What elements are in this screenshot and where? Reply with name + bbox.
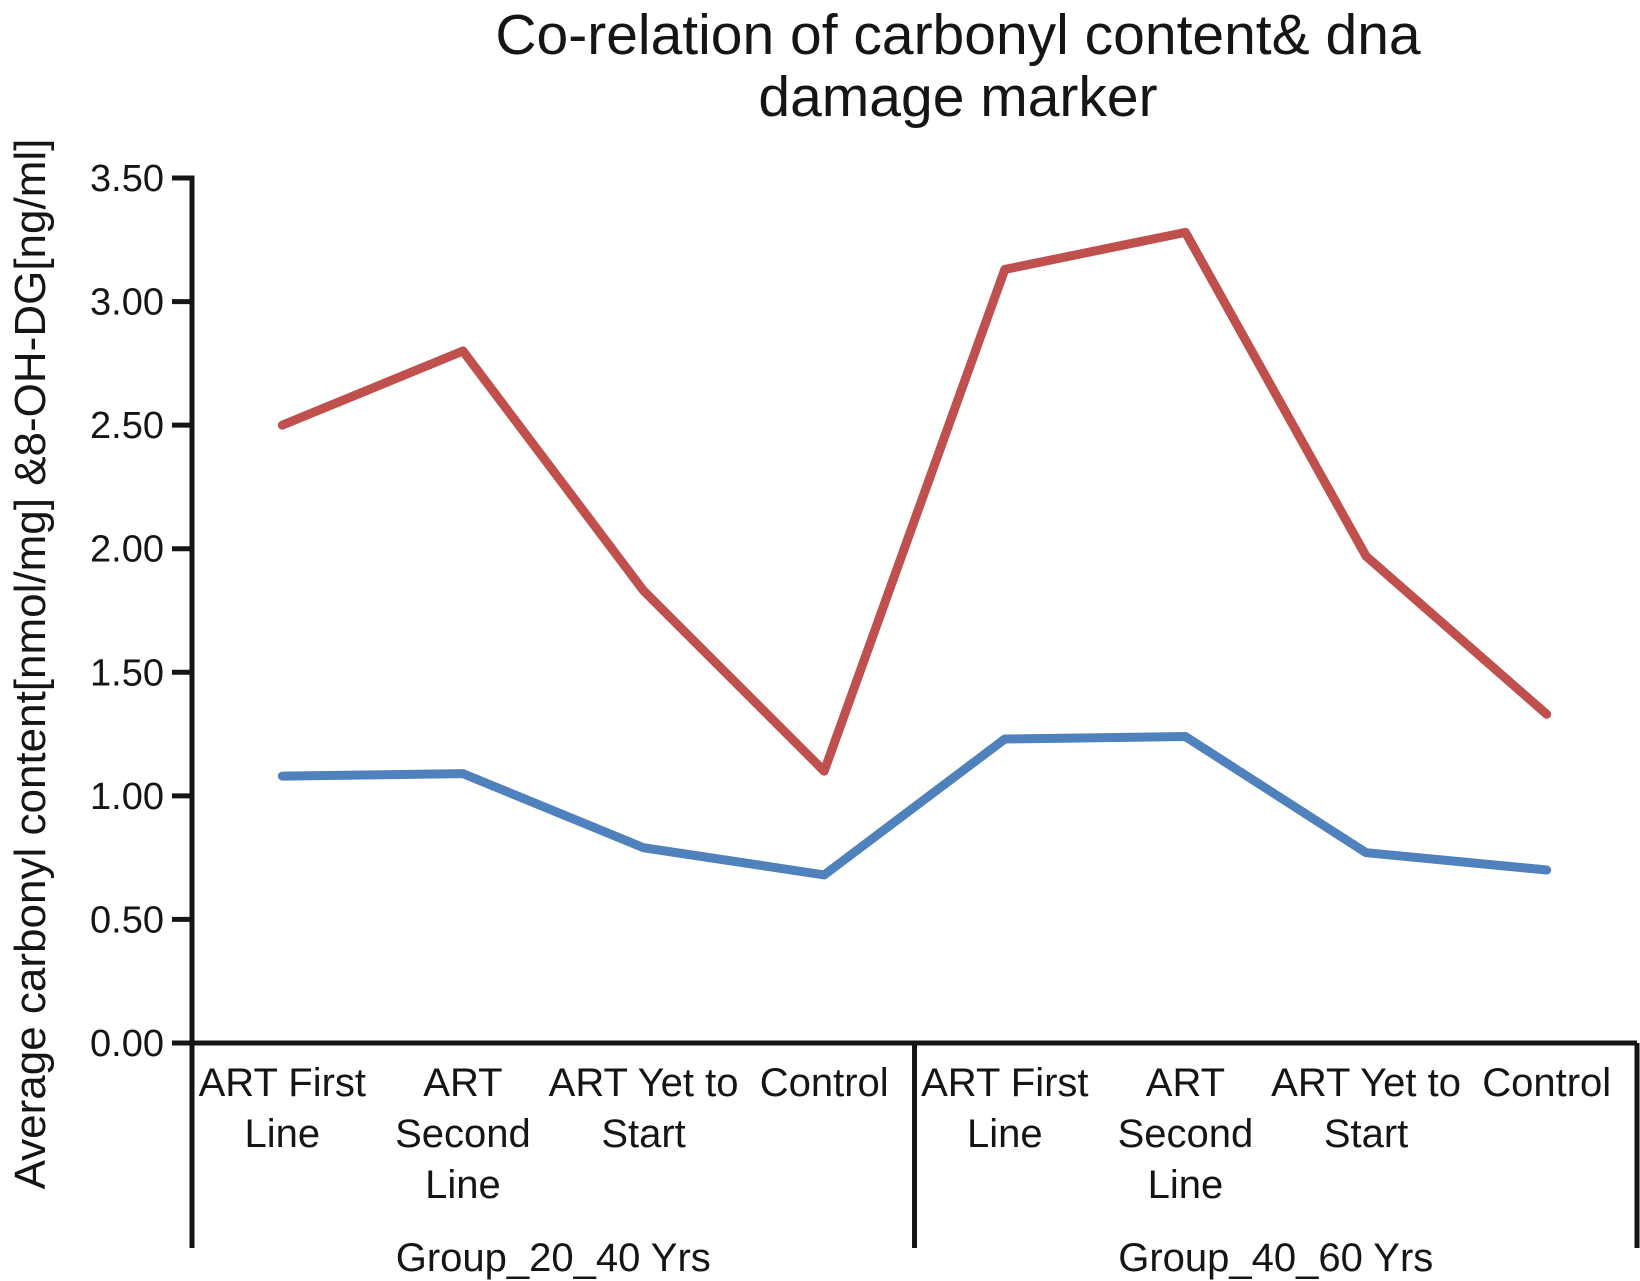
- category-label: Control: [760, 1061, 889, 1105]
- category-label: ART Yet to: [549, 1061, 739, 1105]
- series-blue-line: [277, 732, 1552, 880]
- y-tick-label: 0.00: [90, 1023, 164, 1065]
- category-label: Line: [245, 1112, 321, 1156]
- y-tick-label: 2.00: [90, 529, 164, 571]
- y-tick-label: 1.50: [90, 652, 164, 694]
- category-label: ART: [423, 1061, 502, 1105]
- y-tick-label: 0.50: [90, 899, 164, 941]
- y-tick-label: 3.00: [90, 282, 164, 324]
- y-tick-label: 1.00: [90, 776, 164, 818]
- category-label: ART First: [199, 1061, 366, 1105]
- category-label: Line: [967, 1112, 1043, 1156]
- category-label: Second: [1118, 1112, 1254, 1156]
- y-tick-label: 3.50: [90, 158, 164, 200]
- category-label: ART Yet to: [1271, 1061, 1461, 1105]
- category-label: Line: [1148, 1163, 1224, 1207]
- category-label: ART: [1146, 1061, 1225, 1105]
- group-label: Group_40_60 Yrs: [1118, 1236, 1433, 1280]
- chart-title-line1: Co-relation of carbonyl content& dna: [495, 3, 1421, 67]
- category-label: Start: [601, 1112, 685, 1156]
- series-red-line: [277, 227, 1552, 776]
- y-tick-label: 2.50: [90, 405, 164, 447]
- chart-title: Co-relation of carbonyl content& dna dam…: [288, 4, 1628, 128]
- category-label: Start: [1324, 1112, 1408, 1156]
- category-label: Second: [395, 1112, 531, 1156]
- chart-title-line2: damage marker: [758, 65, 1158, 129]
- category-label: Line: [425, 1163, 501, 1207]
- category-label: ART First: [921, 1061, 1088, 1105]
- group-label: Group_20_40 Yrs: [396, 1236, 711, 1280]
- category-label: Control: [1482, 1061, 1611, 1105]
